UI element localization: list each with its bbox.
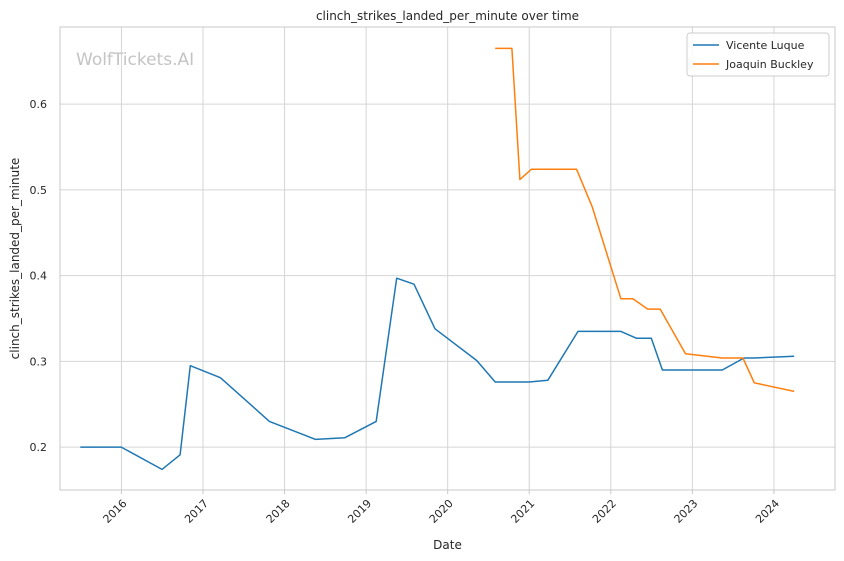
y-axis-title: clinch_strikes_landed_per_minute xyxy=(8,158,22,360)
watermark: WolfTickets.AI xyxy=(76,50,194,70)
y-tick-label: 0.2 xyxy=(30,441,48,454)
y-tick-label: 0.5 xyxy=(30,184,48,197)
y-tick-labels: 0.2 0.3 0.4 0.5 0.6 xyxy=(30,98,48,454)
legend-box xyxy=(686,32,830,77)
legend: Vicente Luque Joaquin Buckley xyxy=(686,32,830,77)
grid-layer xyxy=(60,27,835,490)
chart-title: clinch_strikes_landed_per_minute over ti… xyxy=(316,9,579,23)
legend-entries: Vicente Luque Joaquin Buckley xyxy=(693,39,814,71)
y-tick-label: 0.6 xyxy=(30,98,48,111)
y-tick-label: 0.4 xyxy=(30,270,48,283)
legend-label-joaquin-buckley: Joaquin Buckley xyxy=(725,58,814,71)
series-line-joaquin-buckley xyxy=(495,47,795,393)
y-tick-label: 0.3 xyxy=(30,355,48,368)
x-axis-title: Date xyxy=(433,538,462,552)
series-line-vicente-luque xyxy=(80,277,795,471)
series-layer xyxy=(80,47,795,471)
legend-label-vicente-luque: Vicente Luque xyxy=(726,39,805,52)
